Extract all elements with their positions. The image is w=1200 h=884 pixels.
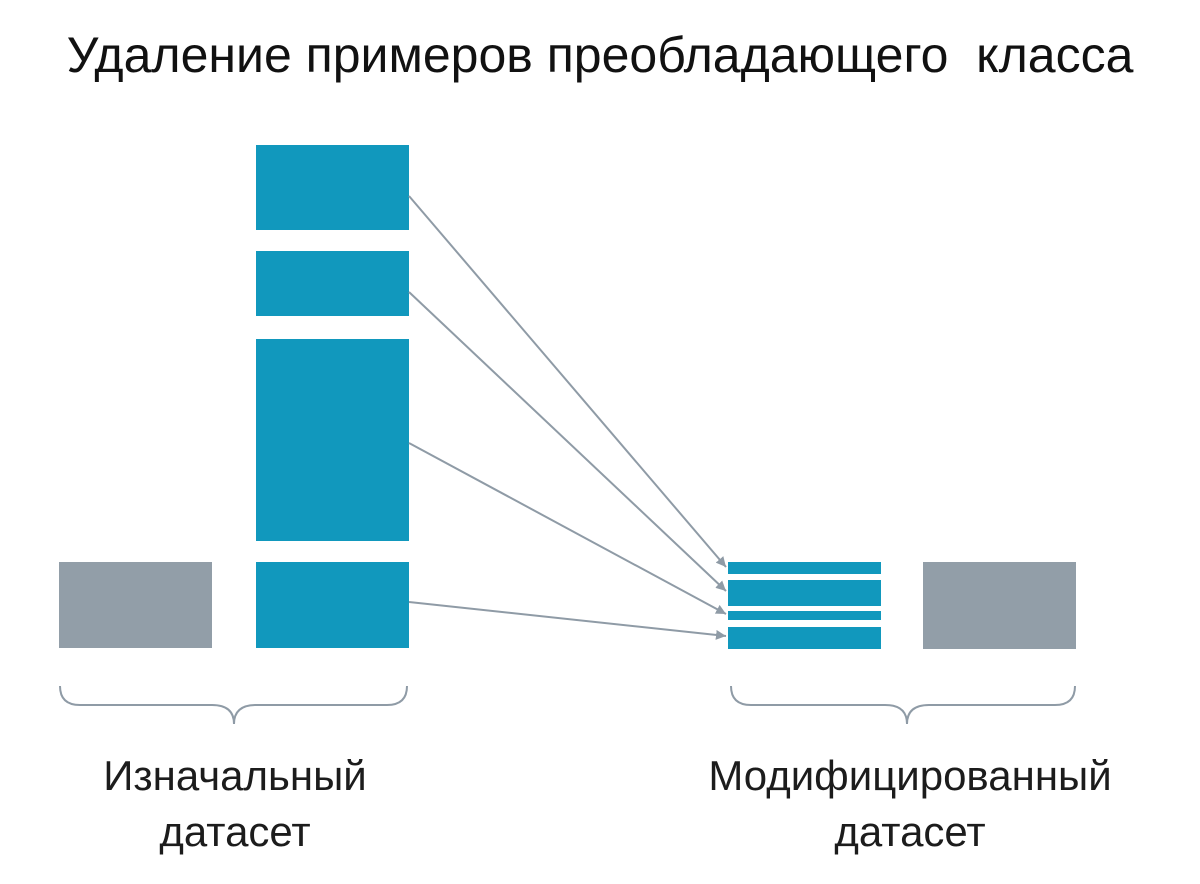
- modified-brace: [730, 685, 1076, 725]
- arrow-4: [408, 601, 727, 640]
- original-label-line-2: датасет: [159, 808, 311, 855]
- original-dataset: [59, 145, 409, 648]
- modified-majority-strip-1: [728, 562, 881, 574]
- modified-majority-strip-2: [728, 580, 881, 606]
- diagram-title: Удаление примеров преобладающего класса: [66, 27, 1134, 83]
- modified-majority-strip-4: [728, 627, 881, 649]
- original-majority-block-3: [256, 339, 409, 541]
- original-brace: [59, 685, 408, 725]
- original-label-line-1: Изначальный: [103, 752, 367, 799]
- modified-dataset-label: Модифицированный датасет: [640, 748, 1180, 860]
- original-minority-block: [59, 562, 212, 648]
- modified-majority-strip-3: [728, 611, 881, 620]
- original-majority-block-4: [256, 562, 409, 648]
- modified-minority-block: [923, 562, 1076, 649]
- original-majority-block-2: [256, 251, 409, 316]
- sampling-arrows: [408, 195, 727, 640]
- arrow-3: [408, 442, 727, 615]
- modified-dataset: [728, 562, 1076, 649]
- modified-label-line-2: датасет: [834, 808, 986, 855]
- original-majority-block-1: [256, 145, 409, 230]
- arrow-2: [408, 291, 727, 592]
- arrow-1: [408, 195, 727, 568]
- modified-label-line-1: Модифицированный: [708, 752, 1112, 799]
- original-dataset-label: Изначальный датасет: [60, 748, 410, 860]
